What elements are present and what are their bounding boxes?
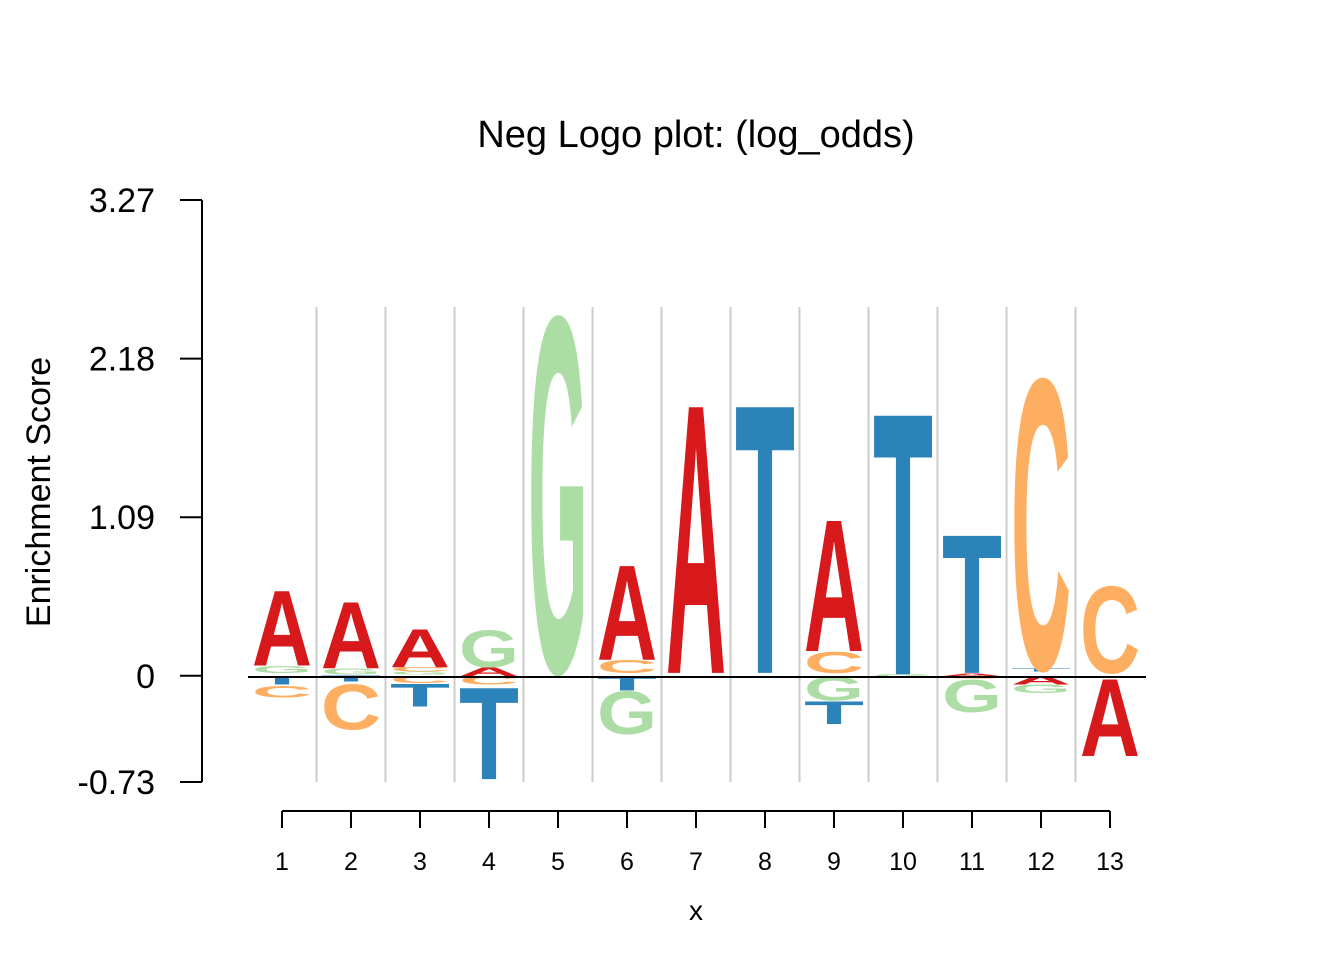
logo-letter-t: T — [735, 323, 795, 755]
x-tick-label: 2 — [344, 848, 358, 876]
logo-letter-t: T — [804, 695, 864, 731]
logo-letter-t: T — [1011, 668, 1071, 673]
logo-letter-a: A — [804, 480, 864, 691]
logo-letter-a: A — [666, 325, 726, 756]
x-tick-label: 6 — [620, 848, 634, 876]
logo-letter-g: G — [804, 669, 864, 708]
logo-letter-c: C — [804, 646, 864, 680]
x-tick-label: 13 — [1096, 848, 1124, 876]
y-axis-label: Enrichment Score — [20, 357, 58, 627]
y-tick-label: 1.09 — [89, 499, 155, 537]
logo-letter-c: C — [1011, 291, 1071, 757]
y-tick-label: 2.18 — [89, 341, 155, 379]
logo-letter-g: G — [1011, 682, 1071, 696]
logo-letter-t: T — [390, 677, 450, 713]
x-tick-label: 9 — [827, 848, 841, 876]
logo-letter-g: G — [873, 674, 933, 679]
logo-letter-c: C — [390, 674, 450, 685]
logo-letter-a: A — [321, 582, 381, 689]
logo-letter-c: C — [597, 656, 657, 677]
logo-letter-a: A — [1080, 655, 1140, 780]
logo-letter-a: A — [942, 672, 1002, 677]
logo-letter-g: G — [528, 211, 588, 780]
x-tick-label: 5 — [551, 848, 565, 876]
y-tick-label: 3.27 — [89, 182, 155, 220]
logo-letter-a: A — [459, 665, 519, 679]
logo-letter-a: A — [597, 537, 657, 689]
x-tick-label: 4 — [482, 848, 496, 876]
logo-letter-a: A — [390, 617, 450, 678]
logo-letter-c: C — [390, 666, 450, 673]
logo-letter-a: A — [252, 569, 312, 689]
logo-letter-t: T — [459, 660, 519, 807]
logo-letter-g: G — [459, 619, 519, 678]
x-tick-label: 12 — [1027, 848, 1055, 876]
chart-title: Neg Logo plot: (log_odds) — [477, 114, 914, 156]
logo-letter-t: T — [873, 335, 933, 755]
x-axis: 1 2 3 4 5 6 7 8 9 10 11 12 13 — [275, 810, 1124, 876]
logo-letters: GATCGATCGCACTAGCTGCATGATCAGTGTATCGTCAGCA — [252, 211, 1140, 807]
logo-letter-c: C — [252, 683, 312, 701]
x-tick-label: 1 — [275, 848, 289, 876]
x-tick-label: 8 — [758, 848, 772, 876]
logo-letter-c: C — [321, 670, 381, 743]
x-tick-label: 11 — [959, 848, 985, 876]
y-tick-label: 0 — [136, 658, 155, 696]
x-tick-label: 7 — [689, 848, 703, 876]
x-axis-label: x — [689, 895, 703, 926]
x-tick-label: 3 — [413, 848, 427, 876]
logo-letter-g: G — [942, 670, 1002, 722]
logo-letter-t: T — [942, 494, 1002, 716]
logo-letter-g: G — [390, 671, 450, 676]
logo-letter-t: T — [321, 674, 381, 683]
logo-letter-g: G — [252, 664, 312, 675]
logo-letter-g: G — [597, 679, 657, 748]
grid-lines — [315, 307, 1077, 782]
y-tick-label: -0.73 — [78, 764, 156, 802]
logo-letter-g: G — [321, 667, 381, 676]
x-tick-label: 10 — [889, 848, 917, 876]
y-axis: -0.73 0 1.09 2.18 3.27 — [78, 182, 203, 802]
